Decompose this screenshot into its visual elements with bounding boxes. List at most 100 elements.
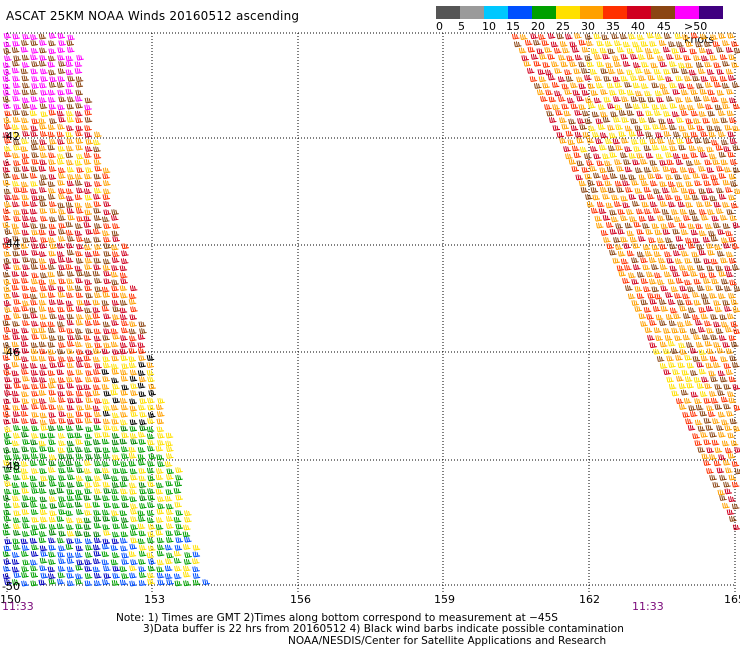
wind-barb — [138, 558, 146, 565]
wind-barb — [57, 390, 65, 397]
wind-barb — [666, 118, 675, 125]
wind-barb — [165, 489, 174, 495]
wind-barb — [157, 439, 165, 446]
wind-barb — [613, 236, 621, 243]
wind-barb — [111, 552, 120, 559]
wind-barb — [561, 103, 569, 110]
wind-barb — [712, 481, 720, 488]
wind-barb — [652, 305, 661, 312]
wind-barb — [622, 202, 630, 209]
wind-barb — [2, 320, 11, 327]
wind-barb — [11, 67, 20, 74]
wind-barb — [616, 46, 625, 53]
longitude-label: 159 — [434, 593, 455, 606]
wind-barb — [84, 538, 93, 545]
wind-barb — [22, 522, 30, 529]
wind-barb — [74, 501, 83, 508]
wind-barb — [573, 68, 582, 75]
wind-barb — [649, 342, 657, 349]
wind-barb — [39, 200, 47, 207]
wind-barb — [119, 342, 128, 349]
wind-barb — [620, 75, 629, 82]
legend-color-swatch — [603, 6, 628, 19]
wind-barb — [638, 117, 647, 124]
wind-barb — [12, 33, 20, 40]
wind-barb — [38, 33, 47, 40]
wind-barb — [67, 173, 75, 180]
wind-barb — [707, 110, 716, 117]
wind-barb — [624, 102, 633, 109]
wind-barb — [698, 368, 707, 375]
wind-barb — [66, 40, 75, 46]
wind-barb — [704, 82, 713, 88]
wind-barb — [12, 502, 21, 509]
wind-barb — [635, 67, 643, 74]
wind-barb — [148, 558, 156, 565]
wind-barb — [687, 286, 695, 293]
wind-barb — [58, 326, 66, 333]
wind-barb — [147, 417, 155, 424]
wind-barb — [576, 95, 584, 102]
wind-barb — [120, 375, 129, 382]
wind-barb — [730, 299, 739, 306]
wind-barb — [692, 237, 701, 244]
wind-barb — [3, 558, 12, 565]
wind-barb — [602, 193, 610, 200]
wind-barb — [93, 214, 102, 221]
wind-barb — [717, 370, 726, 377]
wind-barb — [11, 579, 20, 585]
wind-barb — [130, 383, 138, 390]
wind-barb — [694, 398, 702, 405]
wind-barb — [607, 48, 616, 55]
wind-barb — [668, 222, 676, 229]
wind-barb — [578, 83, 587, 90]
wind-barb — [706, 48, 714, 55]
wind-barb — [94, 397, 102, 404]
wind-barb — [12, 257, 20, 264]
wind-barb — [38, 327, 47, 334]
wind-barb — [156, 454, 164, 461]
wind-barb — [638, 75, 646, 82]
wind-barb — [657, 215, 665, 222]
wind-barb — [93, 481, 101, 488]
wind-barb — [594, 75, 602, 82]
wind-barb — [11, 223, 20, 230]
wind-barb — [103, 473, 111, 480]
wind-barb — [174, 565, 182, 572]
wind-barb — [92, 558, 101, 565]
wind-barb — [3, 251, 12, 257]
wind-barb — [119, 481, 128, 488]
wind-barb — [602, 214, 611, 221]
wind-barb — [84, 433, 93, 440]
wind-barb — [138, 475, 147, 482]
wind-barb — [38, 440, 47, 447]
wind-barb — [57, 537, 65, 544]
wind-barb — [48, 187, 56, 194]
wind-barb — [121, 363, 130, 370]
wind-barb — [92, 270, 101, 277]
wind-barb — [727, 131, 736, 138]
wind-barb — [649, 138, 657, 145]
time-label-left: 11:33 — [2, 600, 34, 613]
wind-barb — [148, 453, 157, 460]
wind-barb — [48, 523, 57, 530]
wind-barb — [704, 340, 713, 347]
wind-barb — [40, 404, 48, 411]
wind-barb — [3, 363, 12, 370]
wind-barb — [693, 257, 702, 264]
wind-barb — [653, 48, 661, 55]
wind-barb — [40, 215, 48, 222]
wind-barb — [39, 369, 47, 376]
wind-barb — [31, 333, 39, 340]
wind-barb — [138, 572, 147, 579]
wind-barb — [84, 264, 92, 270]
wind-barb — [38, 355, 47, 362]
wind-barb — [66, 488, 75, 495]
wind-barb — [67, 34, 75, 41]
wind-barb — [654, 293, 663, 300]
wind-barb — [4, 306, 12, 313]
longitude-label: 150 — [0, 593, 21, 606]
wind-barb — [38, 487, 47, 494]
wind-barb — [111, 279, 119, 286]
wind-barb — [29, 293, 38, 300]
